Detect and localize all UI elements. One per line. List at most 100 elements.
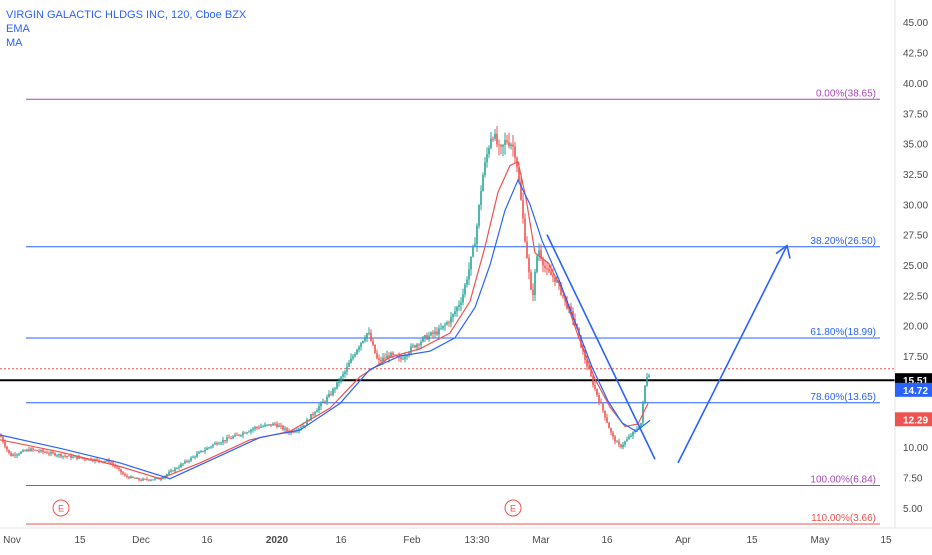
- candle-body: [44, 451, 46, 453]
- x-tick-label: Apr: [675, 535, 691, 546]
- candle-body: [422, 337, 424, 342]
- ma-indicator-label[interactable]: MA: [6, 37, 23, 49]
- candle-body: [552, 275, 554, 278]
- candle-body: [220, 442, 222, 444]
- candle-body: [20, 451, 22, 454]
- candle-body: [22, 450, 24, 452]
- candle-body: [460, 302, 462, 305]
- candle-body: [436, 331, 438, 335]
- candle-body: [332, 388, 334, 395]
- candle-body: [526, 241, 528, 258]
- y-tick-label: 45.00: [903, 18, 928, 29]
- x-tick-label: 16: [201, 535, 213, 546]
- candle-body: [42, 450, 44, 452]
- candle-body: [410, 346, 412, 353]
- candle-body: [236, 434, 238, 436]
- candle-body: [558, 280, 560, 284]
- candle-body: [318, 406, 320, 411]
- candle-body: [328, 393, 330, 397]
- plot-area[interactable]: 0.00%(38.65) 38.20%(26.50) 61.80%(18.99) 78…: [0, 88, 895, 525]
- candle-body: [26, 449, 28, 451]
- candle-body: [624, 441, 626, 445]
- candle-body: [46, 452, 48, 454]
- candle-body: [58, 454, 60, 456]
- candle-body: [172, 470, 174, 472]
- candle-body: [180, 464, 182, 468]
- candle-body: [262, 426, 264, 428]
- candle-body: [600, 401, 602, 404]
- candle-body: [256, 427, 258, 429]
- candle-body: [378, 358, 380, 361]
- candle-body: [66, 456, 68, 458]
- candle-body: [126, 475, 128, 477]
- projection-arrowhead: [775, 244, 791, 259]
- candle-body: [50, 451, 52, 454]
- candle-body: [406, 355, 408, 357]
- price-label-text: 14.72: [903, 386, 928, 397]
- candle-body: [176, 468, 178, 470]
- candle-body: [196, 453, 198, 457]
- candle-body: [314, 412, 316, 415]
- candle-body: [234, 434, 236, 437]
- x-tick-label: Feb: [403, 535, 421, 546]
- candle-body: [586, 359, 588, 367]
- fib-level-label: 0.00%(38.65): [816, 88, 876, 99]
- candle-body: [104, 461, 106, 463]
- candle-body: [430, 332, 432, 336]
- candle-body: [186, 461, 188, 463]
- candle-body: [156, 477, 158, 479]
- candle-body: [60, 454, 62, 457]
- candle-body: [370, 332, 372, 341]
- candle-body: [280, 425, 282, 427]
- candle-body: [592, 376, 594, 385]
- y-tick-label: 32.50: [903, 170, 928, 181]
- candle-body: [528, 257, 530, 273]
- candle-body: [402, 358, 404, 360]
- candle-body: [398, 356, 400, 358]
- candle-body: [420, 341, 422, 346]
- candle-body: [208, 447, 210, 449]
- candle-body: [178, 467, 180, 469]
- candle-body: [502, 144, 504, 147]
- candle-body: [356, 349, 358, 355]
- candle-body: [628, 436, 630, 440]
- candle-body: [108, 460, 110, 463]
- candle-body: [190, 457, 192, 461]
- candle-body: [390, 352, 392, 358]
- candle-body: [6, 446, 8, 450]
- candle-body: [24, 450, 26, 452]
- candle-body: [346, 366, 348, 372]
- candle-body: [92, 460, 94, 462]
- candle-body: [120, 469, 122, 473]
- candle-body: [312, 414, 314, 416]
- candle-body: [562, 294, 564, 297]
- candle-body: [118, 467, 120, 470]
- candle-body: [228, 437, 230, 439]
- candle-body: [182, 463, 184, 465]
- candle-body: [532, 289, 534, 296]
- candle-body: [282, 425, 284, 430]
- candle-body: [270, 424, 272, 426]
- candle-body: [72, 456, 74, 458]
- candle-body: [416, 344, 418, 348]
- candle-body: [594, 384, 596, 389]
- candle-body: [310, 414, 312, 421]
- ema-indicator-label[interactable]: EMA: [6, 23, 30, 35]
- candle-body: [442, 325, 444, 329]
- candle-body: [148, 479, 150, 481]
- candle-body: [160, 478, 162, 480]
- candle-body: [68, 455, 70, 457]
- candle-body: [522, 199, 524, 219]
- candle-body: [334, 388, 336, 390]
- candle-body: [134, 477, 136, 479]
- candle-body: [366, 333, 368, 339]
- candle-body: [284, 428, 286, 430]
- symbol-title[interactable]: VIRGIN GALACTIC HLDGS INC, 120, Cboe BZX: [6, 9, 247, 21]
- candle-body: [272, 423, 274, 426]
- candle-body: [450, 317, 452, 323]
- candle-body: [56, 455, 58, 457]
- candle-body: [446, 322, 448, 325]
